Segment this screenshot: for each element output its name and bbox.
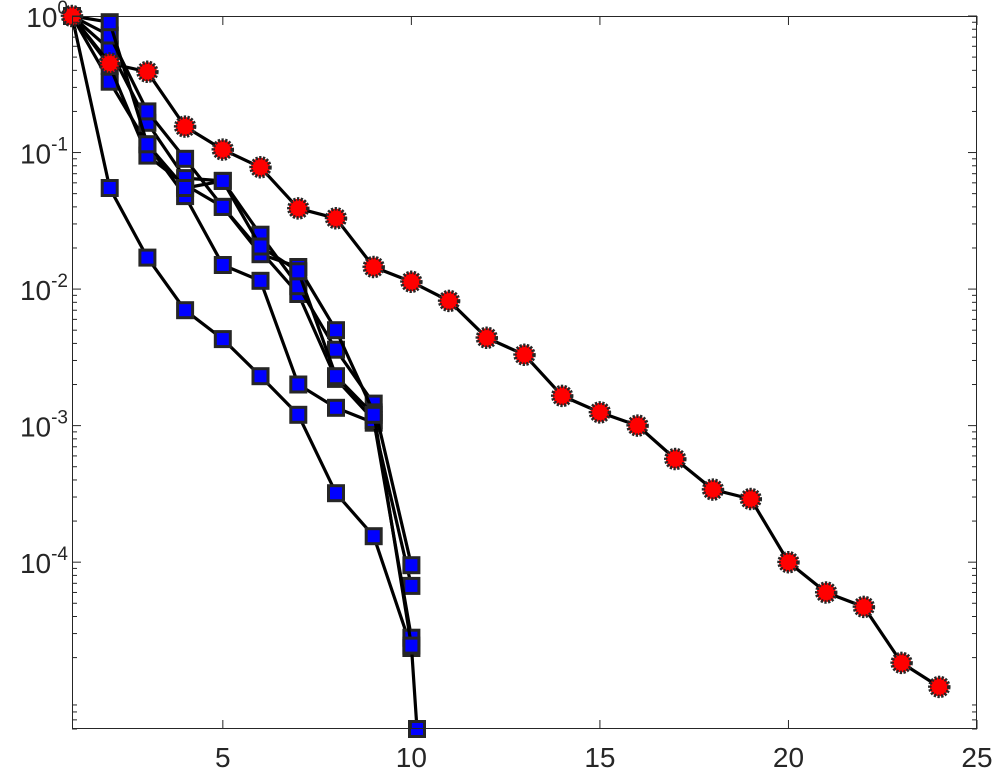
series-2-point-5 (213, 256, 232, 274)
series-6-point-9 (364, 405, 383, 424)
series-7-point-18 (701, 478, 725, 501)
series-1 (63, 7, 421, 657)
series-7-point-6 (249, 156, 272, 179)
series-7-point-11 (437, 289, 461, 313)
series-5-point-5 (213, 197, 232, 216)
y-tick-label: 10-4 (20, 544, 68, 579)
series-5-point-10 (402, 636, 421, 655)
series-6-point-4 (176, 179, 195, 197)
series-6-point-8 (327, 367, 345, 386)
series-6-point-3 (138, 135, 157, 154)
y-tick-label: 10-1 (20, 135, 68, 170)
axes-box (72, 16, 977, 729)
series-5-point-3 (138, 102, 157, 121)
series-1-point-5 (213, 330, 232, 349)
series-1-point-6 (251, 367, 270, 386)
series-6-point-6 (251, 237, 270, 256)
tick-layer: 5 10 15 20 25 100 10-1 10-2 10-3 10-4 (20, 0, 993, 773)
series-7-point-3 (136, 60, 159, 84)
series-7-point-13 (513, 343, 536, 367)
series-1-point-3 (138, 248, 157, 267)
series-1-point-4 (176, 301, 195, 320)
series-7-point-15 (588, 401, 612, 424)
series-7-point-2 (98, 52, 121, 75)
x-tick-label: 10 (396, 742, 427, 773)
series-7-point-10 (400, 270, 423, 294)
series-7-point-9 (362, 255, 385, 279)
series-7-point-16 (626, 414, 649, 437)
series-7-point-19 (739, 487, 763, 511)
y-tick-label: 10-3 (20, 408, 68, 443)
series-7-point-8 (324, 207, 348, 230)
series-2-point-7 (289, 375, 308, 394)
x-tick-label: 25 (961, 742, 992, 773)
series-6-point-2 (100, 13, 119, 32)
series-5-point-8 (327, 321, 345, 340)
series-7-point-20 (777, 550, 800, 574)
series-1-line (70, 15, 413, 649)
series-1-point-9 (364, 527, 383, 546)
series-6-point-5 (213, 171, 232, 190)
y-tick-label: 10-2 (20, 271, 68, 306)
series-layer (60, 4, 951, 738)
x-tick-label: 20 (773, 742, 804, 773)
series-1-point-8 (327, 484, 345, 503)
series-5-point-4 (176, 149, 195, 168)
x-tick-label: 5 (215, 742, 231, 773)
series-2-point-6 (251, 271, 270, 290)
series-7 (60, 4, 951, 699)
x-tick-label: 15 (584, 742, 615, 773)
series-7-point-21 (814, 581, 838, 604)
series-1-point-2 (100, 179, 119, 197)
series-6-point-7 (289, 262, 308, 281)
series-7-point-23 (890, 651, 913, 675)
series-2-point-10 (402, 576, 421, 595)
y-tick-label: 100 (26, 0, 68, 33)
series-7-point-17 (664, 447, 687, 471)
series-4-point-10 (402, 556, 421, 575)
series-7-point-4 (173, 115, 197, 138)
series-7-point-7 (287, 197, 310, 220)
series-7-point-5 (211, 138, 235, 161)
series-7-point-12 (475, 326, 499, 350)
plot-background (72, 16, 977, 729)
series-1-point-7 (289, 405, 308, 424)
series-7-point-24 (928, 675, 951, 699)
series-2-point-8 (327, 398, 345, 417)
series-7-point-22 (852, 595, 876, 619)
series-7-point-14 (550, 384, 574, 408)
